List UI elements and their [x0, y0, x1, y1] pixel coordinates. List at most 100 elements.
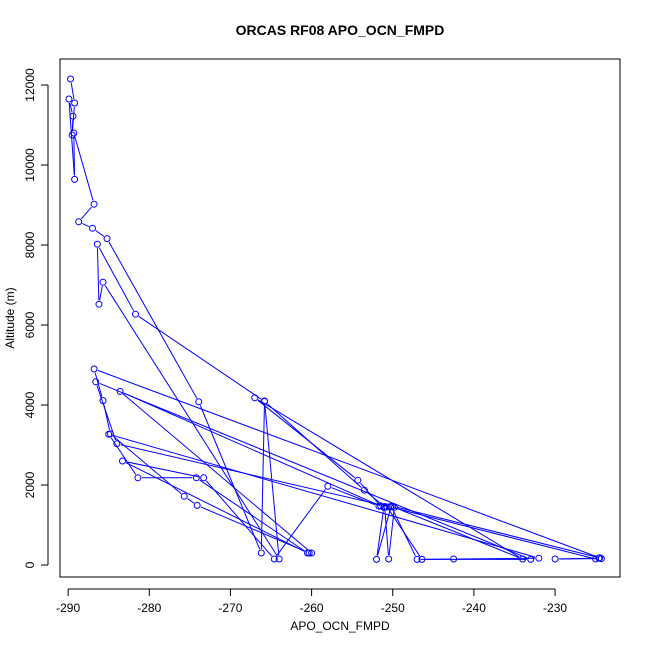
series-segment	[397, 508, 520, 558]
data-point	[275, 555, 283, 563]
data-point	[597, 555, 605, 563]
data-point	[93, 240, 101, 248]
series-segment	[74, 136, 94, 201]
plot-area: -290 -280 -270 -260 -250 -240 -230 0 2000 4000 60…	[23, 58, 621, 615]
series-segment	[376, 511, 384, 556]
y-tick-label: 12000	[23, 68, 37, 102]
x-tick-label: -240	[462, 601, 486, 615]
data-point	[116, 387, 124, 395]
y-tick-label: 8000	[23, 231, 37, 258]
data-point	[180, 492, 188, 500]
data-point	[90, 200, 98, 208]
series-segment	[112, 434, 536, 558]
series-segment	[257, 399, 520, 558]
data-point	[105, 430, 113, 438]
data-point	[99, 278, 107, 286]
data-point	[270, 555, 278, 563]
plot-frame	[59, 58, 621, 578]
series-segment	[125, 462, 305, 552]
series-segment	[388, 511, 395, 556]
data-point	[71, 175, 79, 183]
data-point	[354, 476, 362, 484]
data-point	[192, 474, 200, 482]
data-point	[595, 554, 603, 562]
data-point	[88, 224, 96, 232]
data-point	[257, 549, 265, 557]
data-point	[308, 549, 316, 557]
series-segment	[108, 241, 198, 399]
series-segment	[396, 506, 596, 558]
series-segment	[99, 286, 103, 301]
series-segment	[457, 557, 535, 560]
series-segment	[96, 248, 100, 301]
data-point	[69, 112, 77, 120]
x-tick-label: -260	[300, 601, 324, 615]
data-point	[67, 75, 75, 83]
y-tick-label: 4000	[23, 391, 37, 418]
x-tick-label: -250	[381, 601, 405, 615]
x-tick-label: -230	[543, 601, 567, 615]
series-segment	[98, 247, 135, 311]
data-point	[390, 503, 398, 511]
data-point	[68, 131, 76, 139]
series-segment	[384, 510, 389, 556]
series-segment	[80, 206, 92, 220]
y-tick-label: 10000	[23, 148, 37, 182]
data-point	[519, 555, 527, 563]
data-point	[65, 95, 73, 103]
series-segment	[97, 369, 597, 557]
series-segment	[70, 82, 75, 100]
series-segment	[257, 399, 356, 479]
series-segment	[73, 136, 76, 176]
data-point	[324, 482, 332, 490]
series-segment	[394, 507, 592, 559]
data-point	[71, 99, 79, 107]
data-point	[118, 457, 126, 465]
data-point	[373, 555, 381, 563]
series-segment	[122, 393, 309, 551]
data-point	[193, 501, 201, 509]
series-segment	[120, 444, 387, 507]
data-point	[92, 378, 100, 386]
data-point	[535, 554, 543, 562]
series-segment	[96, 385, 116, 441]
x-axis-label: APO_OCN_FMPD	[290, 619, 390, 633]
data-point	[261, 397, 269, 405]
data-point	[418, 555, 426, 563]
series-segment	[69, 102, 73, 113]
series-segment	[123, 392, 381, 507]
data-point	[304, 549, 312, 557]
x-axis: -290 -280 -270 -260 -250 -240 -230	[56, 588, 567, 615]
x-tick-label: -280	[137, 601, 161, 615]
series-segment	[94, 372, 103, 397]
data-point	[99, 397, 107, 405]
series-segment	[110, 437, 137, 475]
data-point	[251, 394, 259, 402]
data-point	[383, 503, 391, 511]
series-segment	[260, 404, 265, 550]
data-point	[200, 474, 208, 482]
series-segment	[138, 316, 262, 400]
x-tick-label: -290	[56, 601, 80, 615]
data-point	[387, 502, 395, 510]
data-point	[527, 555, 535, 563]
series-path-group	[68, 82, 598, 560]
data-point	[386, 503, 394, 511]
data-point	[450, 555, 458, 563]
series-points-group	[65, 75, 605, 563]
data-point	[134, 474, 142, 482]
y-axis-label: Altitude (m)	[3, 287, 17, 348]
y-tick-label: 6000	[23, 311, 37, 338]
data-point	[131, 310, 139, 318]
series-segment	[205, 480, 273, 557]
chart-title: ORCAS RF08 APO_OCN_FMPD	[236, 22, 445, 38]
data-point	[90, 365, 98, 373]
series-segment	[82, 223, 90, 227]
series-segment	[187, 498, 195, 504]
series-segment	[276, 489, 326, 557]
y-axis: 0 2000 4000 6000 8000 10000 12000	[23, 68, 49, 568]
data-point	[70, 129, 78, 137]
data-point	[195, 398, 203, 406]
series-segment	[126, 461, 200, 478]
